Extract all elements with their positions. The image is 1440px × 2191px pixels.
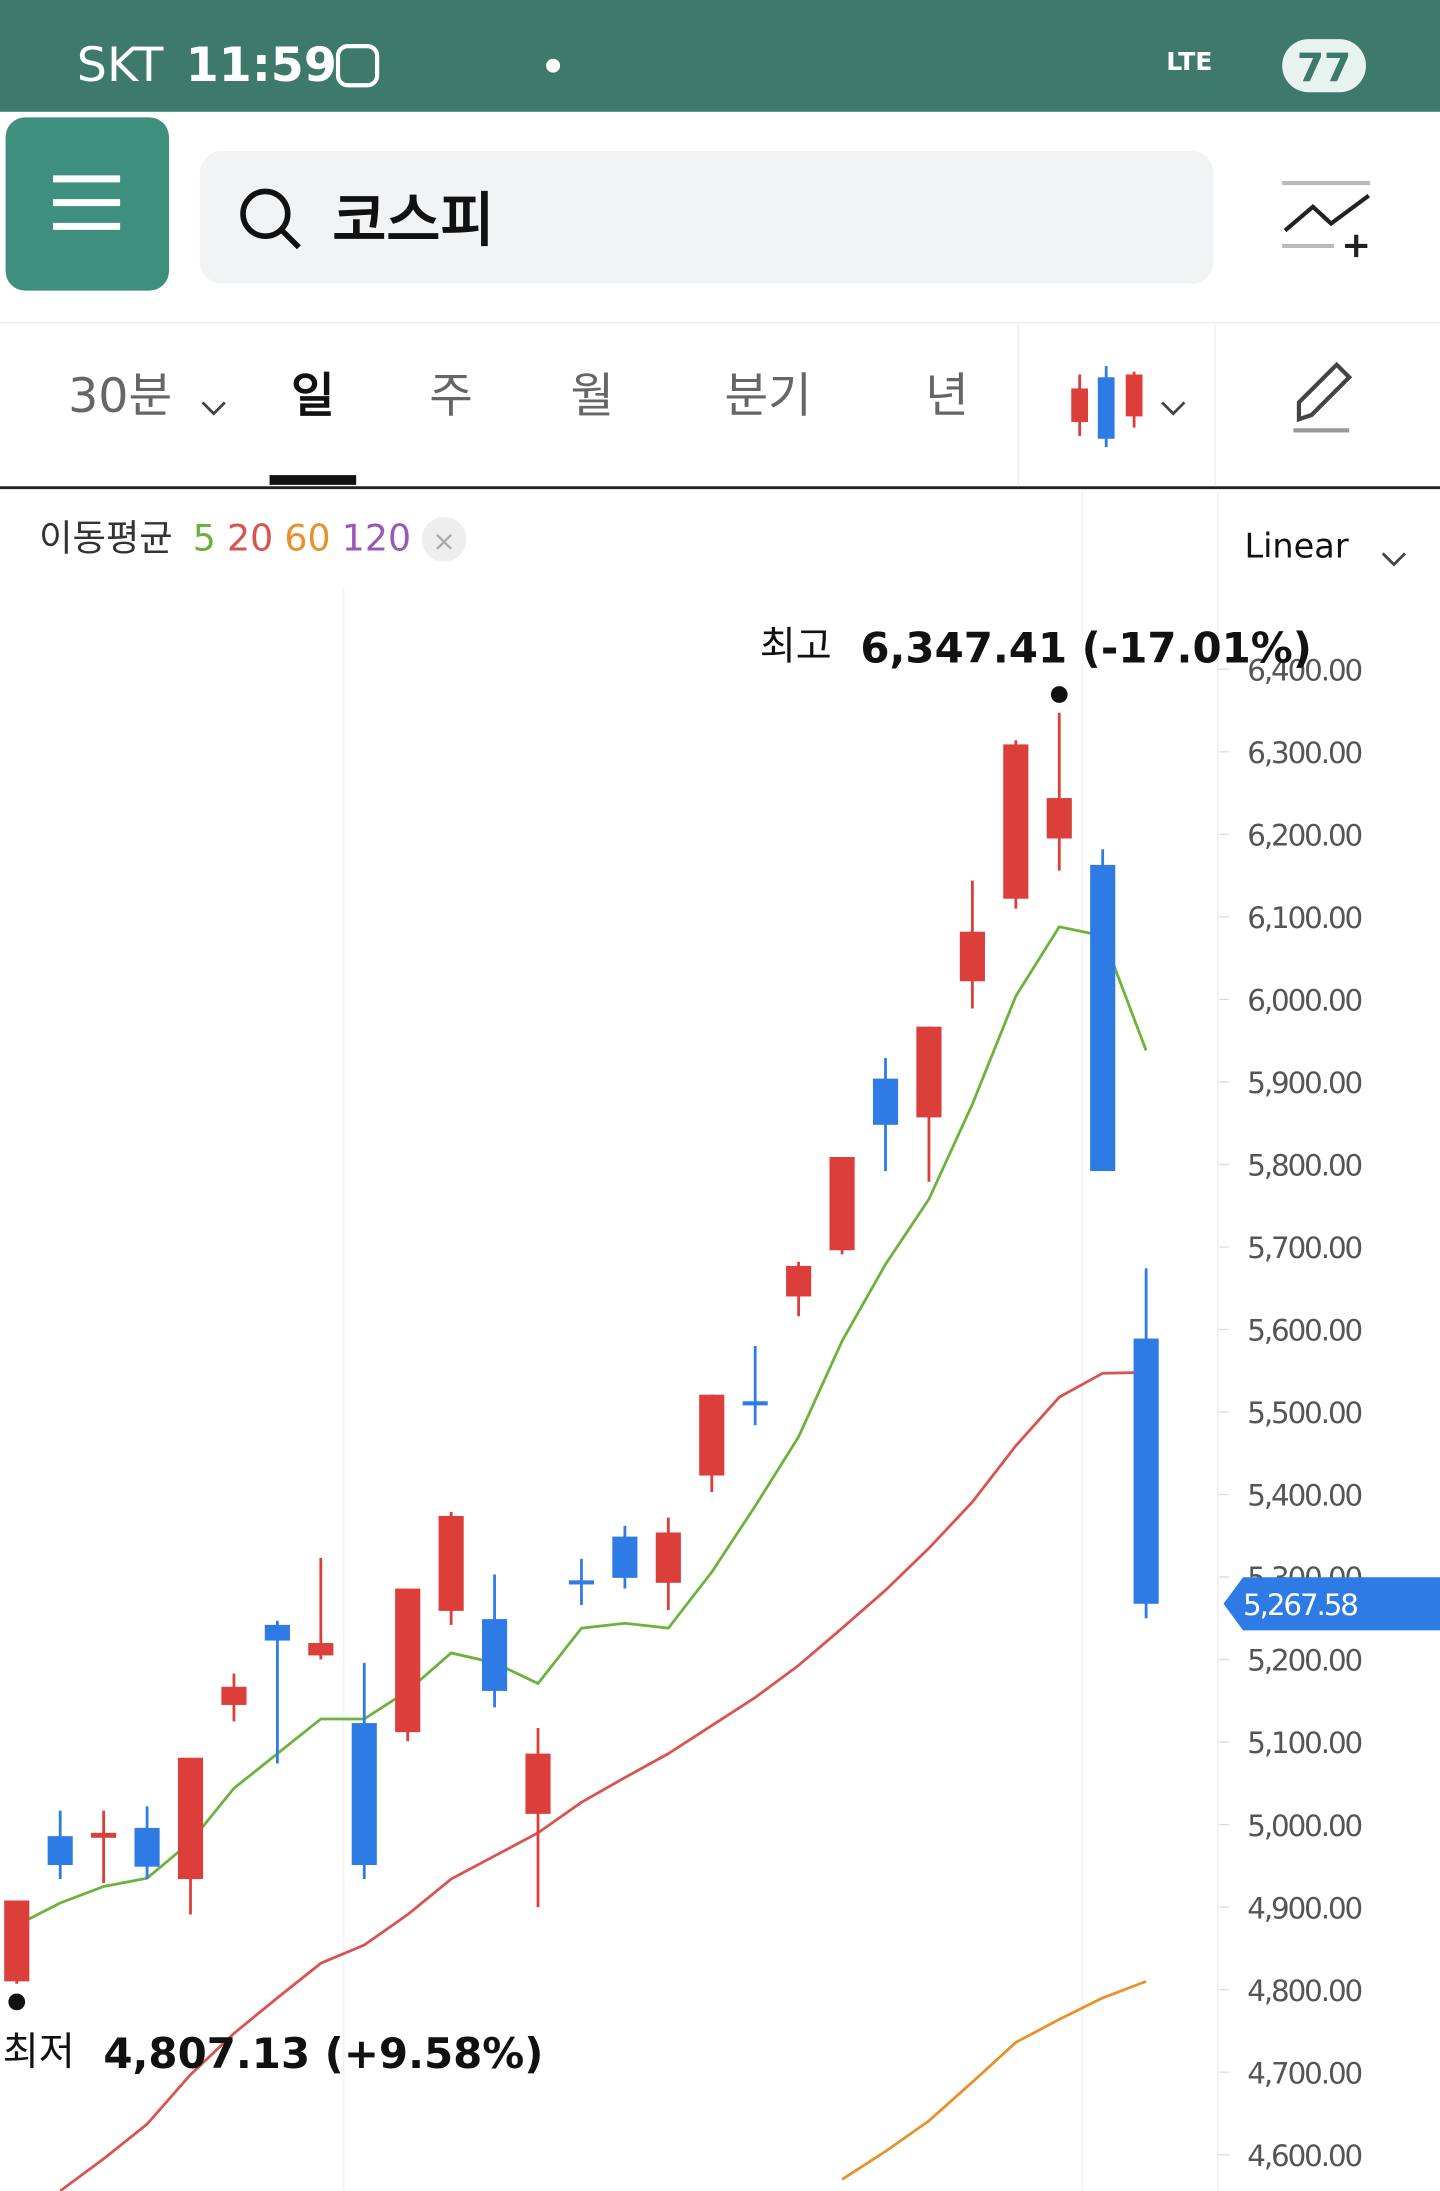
ma-line (59, 1370, 1147, 2191)
draw-button[interactable] (1293, 361, 1353, 433)
y-tick-label: 4,900.00 (1247, 1891, 1361, 1925)
candle-body (177, 1757, 204, 1880)
search-query: 코스피 (332, 186, 494, 254)
candle-body (786, 1265, 812, 1297)
y-tick-label: 5,200.00 (1247, 1644, 1361, 1678)
candle-body (134, 1827, 160, 1867)
y-tick-label: 4,700.00 (1247, 2056, 1361, 2090)
y-tick-label: 5,800.00 (1247, 1149, 1361, 1183)
candle-body (699, 1394, 725, 1476)
y-tick-label: 4,800.00 (1247, 1974, 1361, 2008)
candle-body (1090, 864, 1116, 1172)
candle-body (742, 1401, 768, 1406)
chart-type-icon[interactable] (1071, 366, 1186, 448)
candle-body (959, 931, 985, 982)
ma-line (16, 925, 1148, 1927)
candle-body (221, 1686, 247, 1705)
period-tab[interactable]: 월 (570, 369, 614, 424)
period-tab[interactable]: 30분 (68, 369, 172, 424)
clock: 11:59 (186, 38, 337, 93)
candle-body (438, 1515, 464, 1611)
period-tab[interactable]: 년 (925, 369, 969, 424)
y-tick-label: 6,400.00 (1247, 653, 1361, 687)
low-label: 최저 (3, 2030, 75, 2075)
candle-body (872, 1078, 899, 1125)
ma-title: 이동평균 (39, 517, 173, 560)
y-tick-label: 4,600.00 (1247, 2139, 1361, 2173)
battery: 77 (1297, 46, 1351, 91)
candle-body (395, 1588, 421, 1733)
price-tag (1223, 1577, 1440, 1631)
candle-body (829, 1157, 855, 1251)
candle-body (91, 1832, 117, 1838)
candle-body (655, 1532, 681, 1583)
ma-period: 5 (193, 517, 216, 560)
candle-body (612, 1536, 638, 1578)
carrier: SKT (77, 38, 165, 93)
price-tag-label: 5,267.58 (1243, 1588, 1357, 1622)
ma-line (841, 1980, 1147, 2181)
candle-body (1046, 798, 1072, 839)
status-icon (335, 44, 380, 88)
y-tick-label: 6,200.00 (1247, 819, 1361, 853)
y-tick-label: 6,100.00 (1247, 901, 1361, 935)
candle-body (1003, 744, 1029, 899)
low-dot (8, 1993, 26, 2011)
period-tab[interactable]: 일 (291, 369, 335, 424)
status-bar (0, 0, 1440, 112)
scale-mode[interactable]: Linear (1244, 527, 1348, 566)
candle-body (351, 1723, 377, 1866)
candle-body (264, 1624, 290, 1641)
search-box[interactable] (199, 150, 1214, 284)
indicator-button[interactable] (1282, 180, 1371, 258)
y-tick-label: 5,900.00 (1247, 1066, 1361, 1100)
y-tick-label: 5,600.00 (1247, 1314, 1361, 1348)
candle-body (482, 1619, 508, 1691)
ma-period: 120 (342, 517, 411, 560)
y-tick-label: 5,100.00 (1247, 1726, 1361, 1760)
candle-body (47, 1836, 73, 1866)
high-label: 최고 (760, 625, 832, 670)
tab-indicator (269, 475, 357, 485)
y-tick-label: 5,700.00 (1247, 1231, 1361, 1265)
candle-body (916, 1026, 942, 1118)
ma-period: 60 (284, 517, 330, 560)
battery-pill (1282, 39, 1366, 93)
y-tick-label: 5,000.00 (1247, 1809, 1361, 1843)
low-value: 4,807.13 (+9.58%) (103, 2029, 543, 2078)
network: LTE (1166, 47, 1212, 76)
status-icon (546, 58, 561, 73)
period-tab[interactable]: 분기 (725, 369, 812, 424)
y-tick-label: 6,000.00 (1247, 984, 1361, 1018)
candle-body (4, 1900, 30, 1982)
candle-body (568, 1580, 595, 1585)
y-tick-label: 5,400.00 (1247, 1479, 1361, 1513)
ma-period: 20 (227, 517, 273, 560)
svg-text:×: × (432, 525, 455, 558)
high-value: 6,347.41 (-17.01%) (860, 623, 1312, 672)
candle-body (308, 1643, 334, 1656)
period-tab[interactable]: 주 (429, 369, 473, 424)
candle-body (1133, 1338, 1159, 1604)
candle-body (525, 1753, 551, 1814)
y-tick-label: 6,300.00 (1247, 736, 1361, 770)
high-dot (1050, 686, 1068, 703)
y-tick-label: 5,500.00 (1247, 1396, 1361, 1430)
